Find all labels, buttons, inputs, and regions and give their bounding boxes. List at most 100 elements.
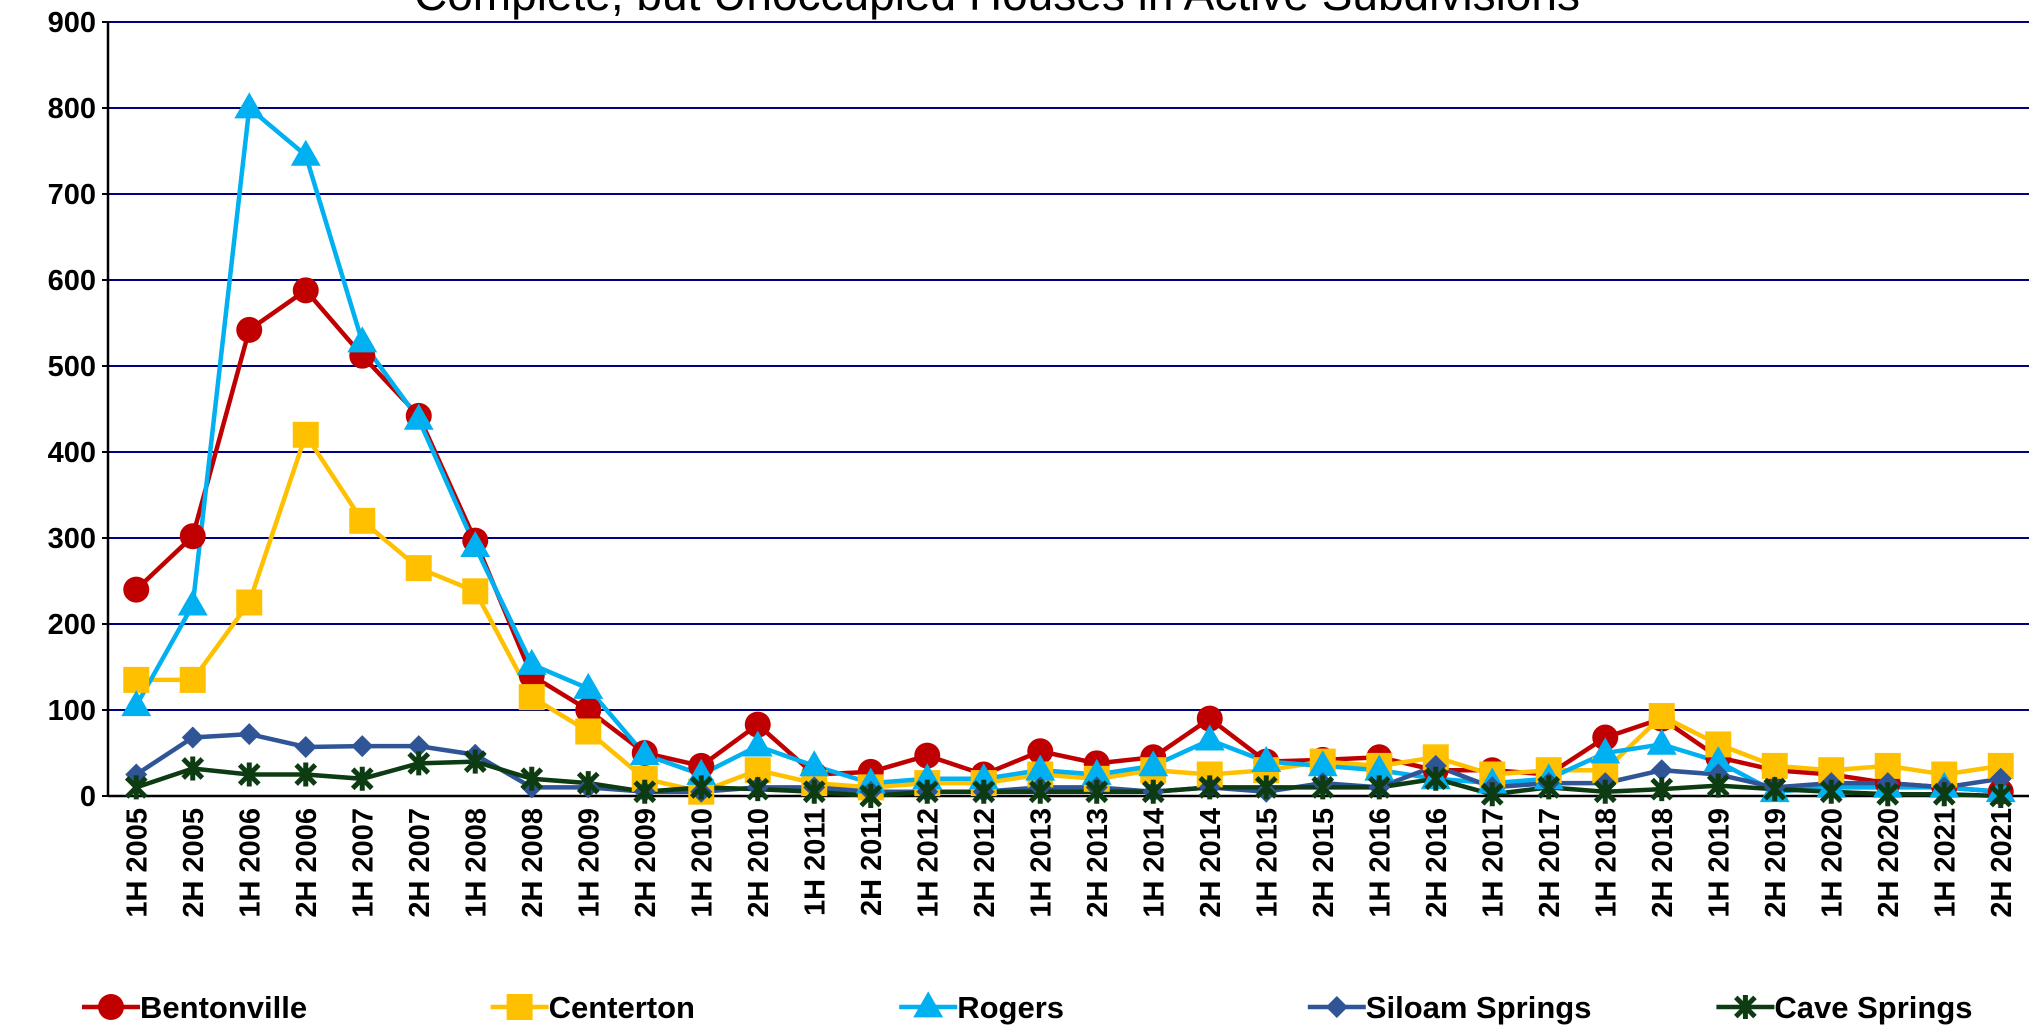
legend-marker bbox=[1325, 996, 1348, 1018]
data-point bbox=[460, 531, 491, 557]
x-tick-label: 1H 2007 bbox=[347, 808, 379, 918]
x-tick-label: 1H 2010 bbox=[686, 808, 718, 918]
data-point bbox=[1763, 777, 1787, 802]
data-point bbox=[802, 779, 826, 804]
y-tick-label: 600 bbox=[48, 265, 96, 297]
data-point bbox=[516, 648, 547, 675]
data-point bbox=[1027, 738, 1054, 765]
y-tick-label: 100 bbox=[48, 695, 96, 727]
data-point bbox=[294, 735, 317, 758]
x-tick-label: 2H 2015 bbox=[1308, 808, 1340, 918]
x-tick-label: 1H 2018 bbox=[1590, 808, 1622, 918]
legend-label: Centerton bbox=[549, 990, 695, 1025]
x-tick-label: 1H 2013 bbox=[1025, 808, 1057, 918]
data-point bbox=[859, 784, 883, 808]
data-point bbox=[799, 750, 830, 777]
x-tick-label: 1H 2012 bbox=[912, 808, 944, 918]
data-point bbox=[1081, 758, 1112, 785]
data-point bbox=[292, 277, 319, 304]
x-tick-label: 1H 2021 bbox=[1929, 808, 1961, 918]
data-point bbox=[915, 779, 939, 804]
data-point bbox=[1311, 775, 1335, 800]
data-point bbox=[1646, 728, 1677, 755]
x-tick-label: 1H 2011 bbox=[799, 808, 831, 916]
data-point bbox=[1590, 737, 1621, 764]
x-tick-label: 2H 2018 bbox=[1647, 808, 1679, 918]
y-tick-label: 400 bbox=[48, 437, 96, 469]
data-point bbox=[1648, 703, 1675, 730]
y-tick-label: 800 bbox=[48, 93, 96, 125]
x-tick-label: 1H 2017 bbox=[1477, 808, 1509, 918]
data-point bbox=[349, 507, 376, 534]
data-point bbox=[689, 775, 713, 800]
data-point bbox=[520, 766, 544, 791]
data-point bbox=[294, 762, 318, 787]
data-point bbox=[1876, 782, 1900, 807]
x-tick-label: 2H 2016 bbox=[1421, 808, 1453, 918]
data-point bbox=[1424, 766, 1448, 791]
data-point bbox=[123, 666, 150, 693]
y-tick-label: 0 bbox=[80, 781, 96, 813]
x-tick-label: 1H 2014 bbox=[1138, 808, 1170, 918]
data-point bbox=[742, 730, 773, 757]
data-point bbox=[1706, 773, 1730, 798]
data-point bbox=[518, 684, 545, 711]
y-tick-label: 900 bbox=[48, 7, 96, 39]
data-point bbox=[1989, 784, 2013, 808]
data-point bbox=[1819, 779, 1843, 804]
legend-marker bbox=[913, 991, 944, 1018]
legend-label: Cave Springs bbox=[1774, 990, 1972, 1025]
x-tick-label: 1H 2015 bbox=[1251, 808, 1283, 918]
x-tick-label: 1H 2006 bbox=[234, 808, 266, 918]
data-point bbox=[351, 735, 374, 758]
data-point bbox=[179, 523, 206, 550]
y-tick-label: 200 bbox=[48, 609, 96, 641]
data-point bbox=[1593, 779, 1617, 804]
data-point bbox=[972, 779, 996, 804]
data-point bbox=[181, 756, 205, 781]
data-point bbox=[177, 589, 208, 616]
data-point bbox=[1138, 750, 1169, 777]
data-point bbox=[1028, 779, 1052, 804]
legend-label: Siloam Springs bbox=[1366, 990, 1592, 1025]
data-point bbox=[347, 326, 378, 353]
data-point bbox=[1703, 746, 1734, 772]
data-point bbox=[403, 403, 434, 430]
x-tick-label: 1H 2008 bbox=[460, 808, 492, 918]
x-tick-label: 1H 2009 bbox=[573, 808, 605, 918]
data-point bbox=[575, 718, 602, 745]
series-line bbox=[136, 429, 2002, 795]
data-point bbox=[407, 735, 430, 758]
data-point bbox=[236, 316, 263, 343]
data-point bbox=[350, 766, 374, 791]
x-tick-label: 2H 2021 bbox=[1986, 808, 2018, 918]
data-point bbox=[1251, 746, 1282, 772]
data-point bbox=[1367, 775, 1391, 800]
x-tick-label: 2H 2006 bbox=[291, 808, 323, 918]
x-tick-label: 2H 2008 bbox=[517, 808, 549, 918]
data-point bbox=[181, 726, 204, 749]
data-point bbox=[1989, 767, 2012, 790]
x-tick-label: 2H 2007 bbox=[404, 808, 436, 918]
data-point bbox=[405, 555, 432, 582]
data-point bbox=[575, 697, 602, 723]
data-point bbox=[1141, 779, 1165, 804]
data-point bbox=[236, 589, 263, 616]
data-point bbox=[234, 92, 265, 119]
data-point bbox=[1254, 775, 1278, 800]
data-point bbox=[1761, 752, 1788, 779]
legend-marker bbox=[98, 994, 124, 1020]
y-tick-label: 300 bbox=[48, 523, 96, 555]
data-point bbox=[576, 771, 600, 796]
data-point bbox=[1196, 705, 1223, 732]
legend-label: Bentonville bbox=[140, 990, 307, 1025]
x-tick-label: 2H 2013 bbox=[1082, 808, 1114, 918]
data-point bbox=[744, 711, 771, 738]
data-point bbox=[1364, 754, 1395, 781]
data-point bbox=[462, 578, 489, 605]
data-point bbox=[1025, 754, 1056, 781]
data-point bbox=[629, 739, 660, 766]
data-point bbox=[463, 749, 487, 774]
data-point bbox=[407, 751, 431, 776]
